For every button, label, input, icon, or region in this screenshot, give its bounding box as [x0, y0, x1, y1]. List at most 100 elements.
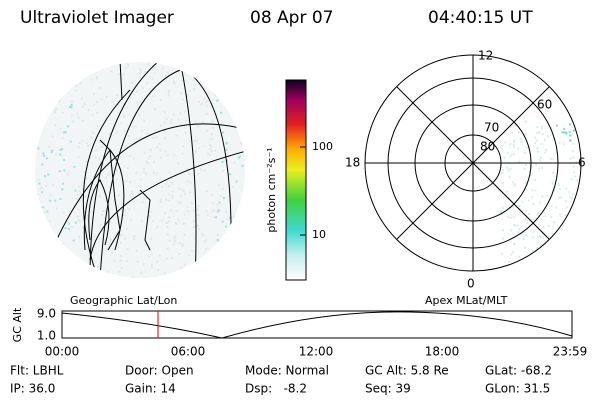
speckle-dot	[61, 268, 64, 271]
speckle-dot	[192, 173, 195, 176]
speckle-dot	[565, 187, 568, 190]
speckle-dot	[98, 141, 101, 144]
speckle-dot	[92, 92, 95, 95]
speckle-dot	[536, 126, 539, 129]
speckle-dot	[62, 159, 65, 162]
speckle-dot	[35, 262, 38, 265]
speckle-dot	[39, 229, 42, 232]
speckle-dot	[225, 148, 228, 151]
speckle-dot	[168, 193, 171, 196]
speckle-dot	[68, 65, 71, 68]
speckle-dot	[560, 241, 563, 244]
speckle-dot	[540, 235, 543, 238]
speckle-dot	[551, 182, 554, 185]
speckle-dot	[148, 88, 151, 91]
speckle-dot	[214, 94, 217, 97]
speckle-dot	[210, 251, 213, 254]
speckle-dot	[148, 215, 151, 218]
speckle-dot	[232, 185, 235, 188]
speckle-dot	[180, 122, 183, 125]
speckle-dot	[236, 274, 239, 277]
speckle-dot	[204, 239, 207, 242]
speckle-dot	[196, 269, 199, 272]
speckle-dot	[532, 236, 535, 239]
speckle-dot	[235, 180, 238, 183]
speckle-dot	[570, 178, 573, 181]
speckle-dot	[534, 163, 537, 166]
speckle-dot	[145, 173, 148, 176]
speckle-dot	[81, 105, 84, 108]
speckle-dot	[234, 82, 237, 85]
speckle-dot	[205, 104, 208, 107]
speckle-dot	[582, 174, 584, 176]
speckle-dot	[136, 260, 139, 263]
speckle-dot	[61, 182, 64, 185]
speckle-dot	[176, 134, 179, 137]
speckle-dot	[48, 219, 51, 222]
speckle-dot	[549, 157, 552, 160]
speckle-dot	[235, 81, 238, 84]
speckle-dot	[44, 80, 47, 83]
speckle-dot	[222, 254, 225, 257]
speckle-dot	[123, 114, 126, 117]
speckle-dot	[551, 171, 554, 174]
speckle-dot	[44, 228, 47, 231]
speckle-dot	[172, 66, 175, 69]
speckle-dot	[584, 258, 586, 260]
speckle-dot	[536, 247, 539, 250]
title: Ultraviolet Imager	[20, 8, 174, 28]
speckle-dot	[172, 80, 175, 83]
meridian	[396, 86, 550, 240]
speckle-dot	[551, 251, 554, 254]
altitude-curve	[61, 311, 573, 339]
speckle-dot	[148, 210, 151, 213]
speckle-dot	[194, 150, 197, 153]
speckle-dot	[509, 216, 512, 219]
speckle-dot	[135, 249, 138, 252]
speckle-dot	[166, 226, 169, 229]
speckle-dot	[150, 253, 153, 256]
speckle-dot	[85, 235, 88, 238]
speckle-dot	[196, 208, 199, 211]
speckle-dot	[78, 72, 81, 75]
speckle-dot	[56, 262, 59, 265]
speckle-dot	[510, 229, 513, 232]
speckle-dot	[536, 147, 539, 150]
speckle-dot	[525, 133, 528, 136]
speckle-dot	[163, 137, 166, 140]
speckle-dot	[78, 185, 81, 188]
speckle-dot	[106, 279, 108, 281]
speckle-dot	[199, 103, 202, 106]
speckle-dot	[37, 271, 40, 274]
speckle-dot	[68, 105, 71, 108]
speckle-dot	[138, 68, 141, 71]
speckle-dot	[514, 124, 517, 127]
speckle-dot	[117, 73, 120, 76]
speckle-dot	[240, 206, 243, 209]
speckle-dot	[177, 218, 180, 221]
speckle-dot	[552, 240, 555, 243]
speckle-dot	[168, 216, 171, 219]
speckle-dot	[87, 248, 90, 251]
speckle-dot	[99, 223, 102, 226]
speckle-dot	[164, 150, 167, 153]
speckle-dot	[510, 253, 513, 256]
speckle-dot	[93, 235, 96, 238]
speckle-dot	[240, 142, 243, 145]
speckle-dot	[186, 266, 189, 269]
speckle-dot	[524, 120, 527, 123]
speckle-dot	[141, 200, 144, 203]
speckle-dot	[520, 233, 523, 236]
speckle-dot	[232, 79, 235, 82]
speckle-dot	[193, 139, 196, 142]
speckle-dot	[196, 214, 199, 217]
speckle-dot	[62, 211, 65, 214]
speckle-dot	[241, 164, 244, 167]
speckle-dot	[43, 154, 46, 157]
speckle-dot	[42, 152, 45, 155]
speckle-dot	[168, 239, 171, 242]
speckle-dot	[105, 219, 108, 222]
speckle-dot	[123, 208, 126, 211]
speckle-dot	[95, 68, 98, 71]
speckle-dot	[569, 134, 572, 137]
